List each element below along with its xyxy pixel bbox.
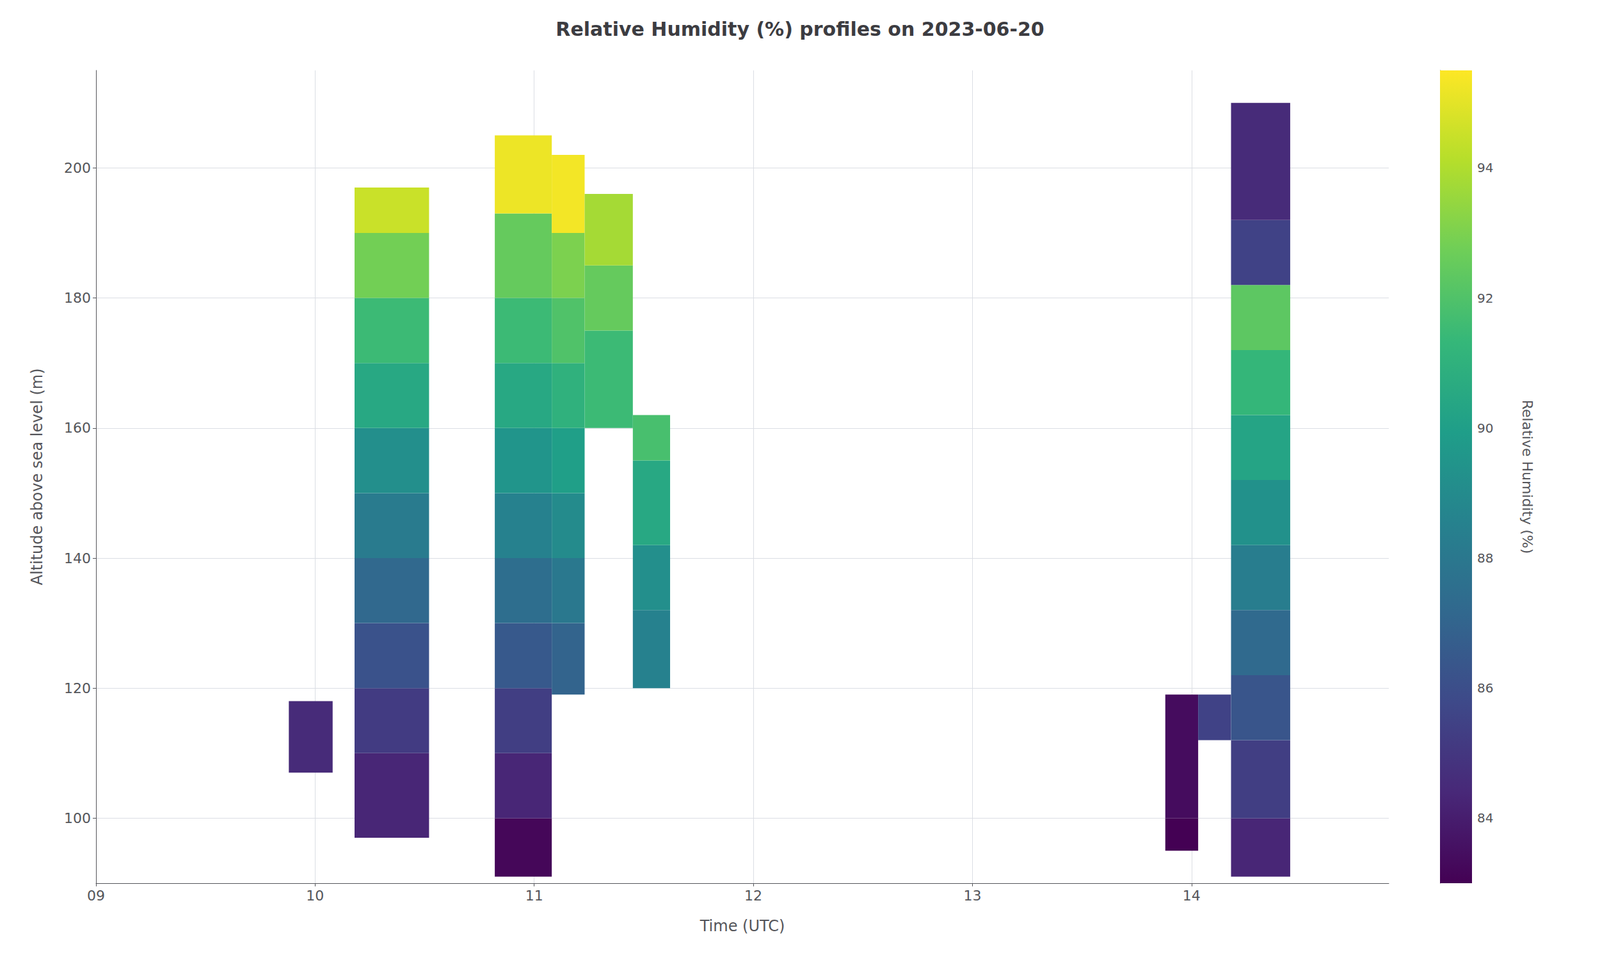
svg-text:13: 13: [963, 887, 982, 904]
svg-text:94: 94: [1477, 160, 1494, 176]
svg-text:92: 92: [1477, 290, 1494, 306]
svg-text:10: 10: [305, 887, 324, 904]
svg-text:90: 90: [1477, 420, 1494, 436]
svg-text:86: 86: [1477, 680, 1494, 696]
svg-text:140: 140: [64, 550, 91, 567]
svg-text:88: 88: [1477, 550, 1494, 566]
svg-text:Altitude above sea level (m): Altitude above sea level (m): [28, 368, 47, 585]
svg-text:180: 180: [64, 289, 91, 306]
svg-text:Relative Humidity (%): Relative Humidity (%): [1519, 400, 1536, 555]
svg-text:120: 120: [64, 680, 91, 697]
svg-text:14: 14: [1182, 887, 1201, 904]
svg-text:200: 200: [64, 160, 91, 176]
svg-text:Time (UTC): Time (UTC): [699, 917, 786, 936]
svg-text:100: 100: [64, 810, 91, 827]
svg-text:84: 84: [1477, 810, 1494, 826]
svg-text:12: 12: [744, 887, 763, 904]
svg-text:160: 160: [64, 419, 91, 436]
svg-text:11: 11: [525, 887, 544, 904]
svg-text:Relative Humidity (%) profiles: Relative Humidity (%) profiles on 2023-0…: [555, 17, 1044, 41]
svg-text:09: 09: [87, 887, 105, 904]
